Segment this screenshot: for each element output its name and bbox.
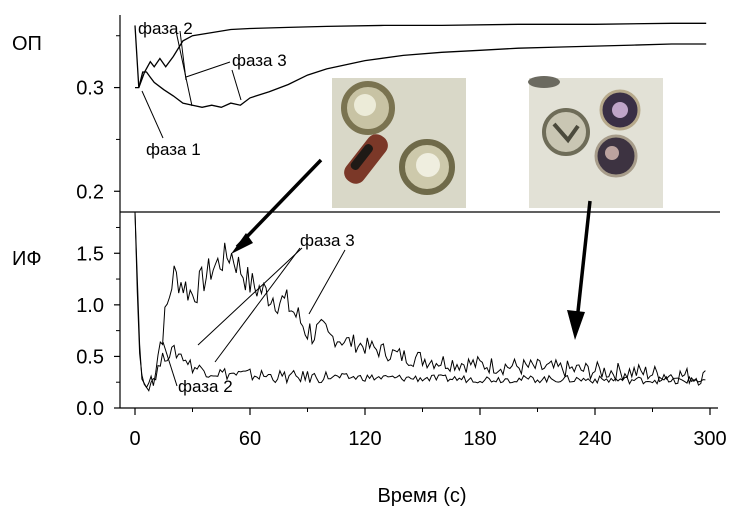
- x-tick-label: 60: [239, 428, 261, 450]
- x-tick-label: 240: [578, 428, 611, 450]
- bottom-phase-annotation: фаза 3: [300, 231, 355, 250]
- bottom-y-axis-label: ИФ: [12, 248, 42, 270]
- top-series-line-1: [134, 22, 707, 88]
- top-phase-annotation: фаза 3: [232, 51, 287, 70]
- x-tick-label: 120: [348, 428, 381, 450]
- micrograph-right: [528, 76, 663, 208]
- bottom-series-line-1: [134, 211, 706, 389]
- top-y-tick-label: 0.2: [76, 181, 104, 203]
- x-tick-label: 300: [693, 428, 726, 450]
- bottom-y-tick-label: 0.0: [76, 398, 104, 420]
- top-y-axis-label: ОП: [12, 33, 42, 55]
- top-panel: 0.2 0.3 ОП фаза 2 фаза 3 фаза 1: [12, 15, 720, 213]
- x-tick-label: 180: [463, 428, 496, 450]
- bottom-y-tick-label: 0.5: [76, 346, 104, 368]
- x-axis-label: Время (с): [377, 485, 466, 507]
- bottom-panel: 0.0 0.5 1.0 1.5 ИФ 0 60 120 180 240 300 Время (с) фа…: [12, 211, 727, 507]
- top-phase-annotation: фаза 1: [146, 140, 201, 159]
- arrow-left: [231, 158, 323, 254]
- top-series-line-2: [135, 43, 707, 108]
- bottom-series-line-2: [134, 211, 706, 392]
- leader-lines: [141, 30, 346, 387]
- top-y-tick-label: 0.3: [76, 78, 104, 100]
- micrograph-left: [332, 78, 466, 208]
- top-phase-annotation: фаза 2: [138, 19, 193, 38]
- bottom-phase-annotation: фаза 2: [178, 377, 233, 396]
- bottom-y-tick-label: 1.0: [76, 295, 104, 317]
- arrow-right: [567, 200, 592, 340]
- bottom-y-tick-label: 1.5: [76, 243, 104, 265]
- x-tick-label: 0: [129, 428, 140, 450]
